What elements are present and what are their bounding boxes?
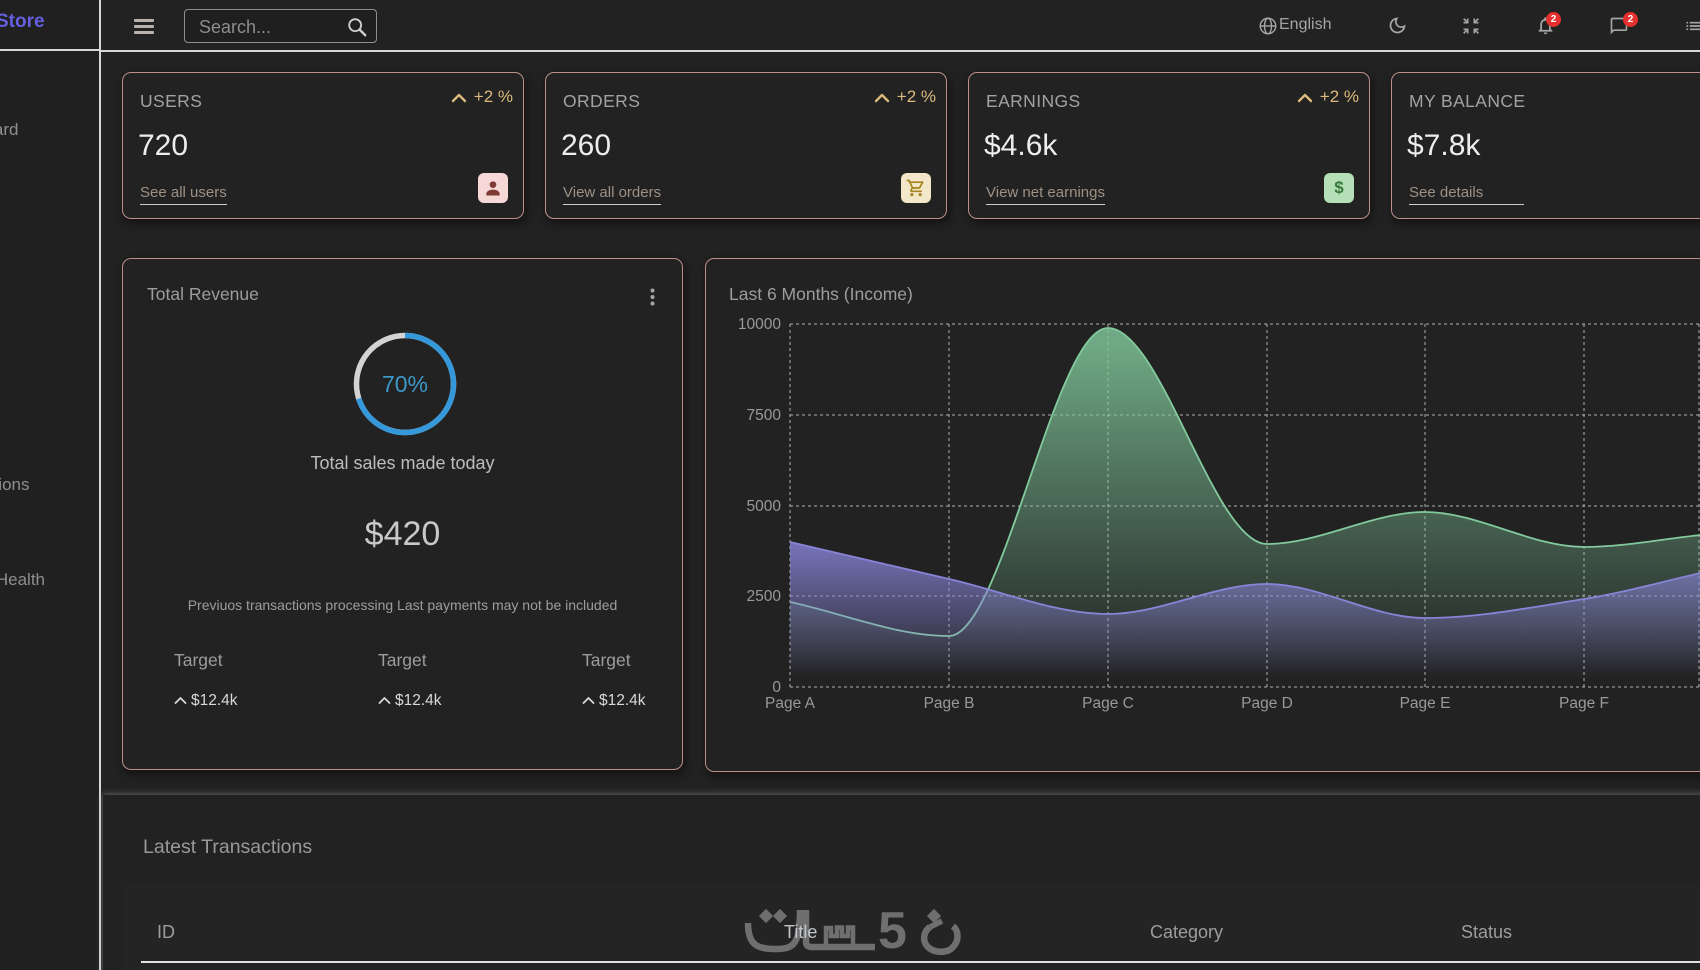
svg-text:7500: 7500 <box>747 407 782 424</box>
svg-text:Page A: Page A <box>765 695 816 712</box>
svg-text:10000: 10000 <box>738 316 781 333</box>
svg-text:5000: 5000 <box>747 498 782 515</box>
svg-text:Page D: Page D <box>1241 695 1293 712</box>
svg-text:Page E: Page E <box>1400 695 1451 712</box>
svg-text:Page B: Page B <box>924 695 975 712</box>
svg-text:70%: 70% <box>382 371 428 397</box>
svg-text:Page C: Page C <box>1082 695 1134 712</box>
svg-text:0: 0 <box>772 679 781 696</box>
svg-text:Page F: Page F <box>1559 695 1609 712</box>
svg-text:2500: 2500 <box>747 588 782 605</box>
svg-text:5: 5 <box>878 902 907 960</box>
